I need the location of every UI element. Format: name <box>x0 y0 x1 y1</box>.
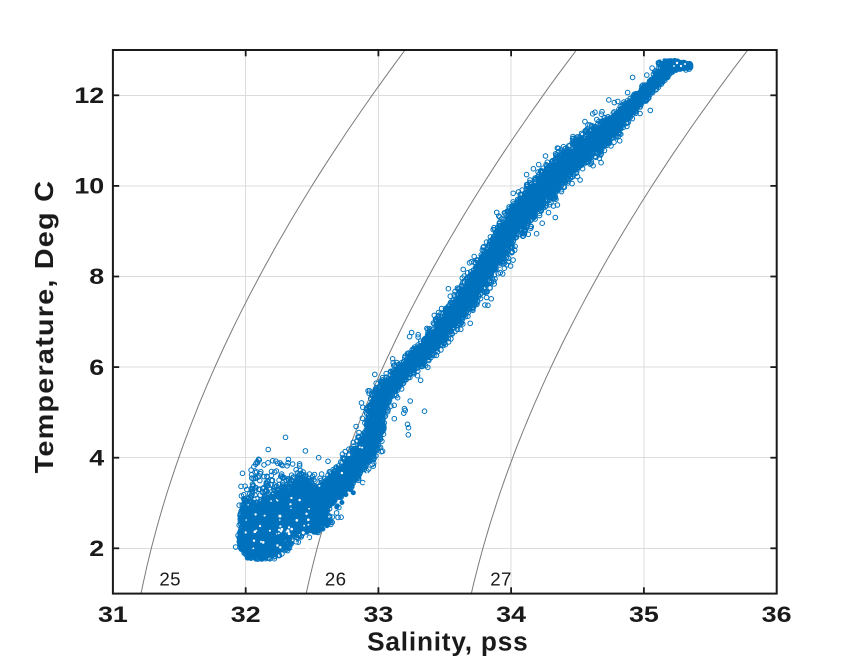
svg-text:4: 4 <box>89 447 104 471</box>
svg-text:Temperature, Deg C: Temperature, Deg C <box>29 180 58 473</box>
svg-text:35: 35 <box>629 603 659 627</box>
svg-text:27: 27 <box>490 569 512 590</box>
svg-text:34: 34 <box>496 603 526 627</box>
svg-text:10: 10 <box>74 175 104 199</box>
svg-text:2: 2 <box>89 537 104 561</box>
svg-text:12: 12 <box>74 84 104 108</box>
svg-text:33: 33 <box>363 603 393 627</box>
svg-text:6: 6 <box>89 356 104 380</box>
svg-text:8: 8 <box>89 265 104 289</box>
svg-text:26: 26 <box>325 569 347 590</box>
svg-text:25: 25 <box>159 569 181 590</box>
svg-text:32: 32 <box>231 603 261 627</box>
svg-text:36: 36 <box>762 603 792 627</box>
svg-text:Salinity, pss: Salinity, pss <box>367 627 528 657</box>
svg-text:31: 31 <box>98 603 128 627</box>
